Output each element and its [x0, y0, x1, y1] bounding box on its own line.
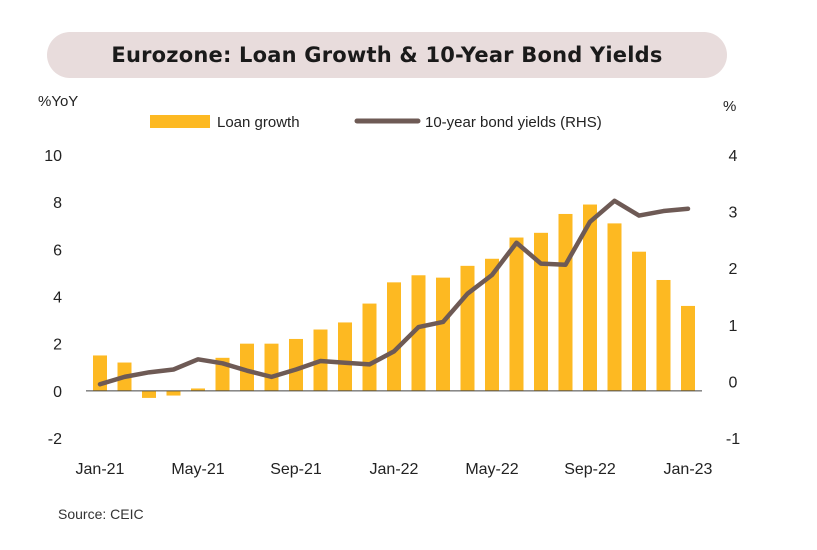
loan-growth-bar	[607, 223, 622, 391]
right-axis-tick-label: 0	[729, 374, 738, 391]
loan-growth-bar	[583, 204, 597, 391]
loan-growth-bar	[142, 390, 156, 398]
loan-growth-bar	[509, 237, 524, 391]
right-axis-unit-label: %	[723, 98, 736, 115]
right-axis-tick-label: 3	[729, 205, 738, 222]
loan-growth-bar	[338, 322, 352, 391]
left-axis-tick-label: 2	[53, 337, 62, 354]
source-note: Source: CEIC	[58, 506, 144, 522]
legend-swatch-loan-growth	[150, 115, 210, 128]
loan-growth-bar	[460, 265, 475, 391]
loan-growth-bar	[362, 303, 377, 391]
x-axis-tick-label: May-21	[171, 461, 224, 478]
left-axis-ticks: 10 8 6 4 2 0 -2	[44, 148, 62, 448]
loan-growth-bar	[558, 213, 573, 391]
x-axis-tick-label: Jan-21	[76, 461, 125, 478]
left-axis-tick-label: 8	[53, 195, 62, 212]
left-axis-tick-label: 10	[44, 148, 62, 165]
loan-growth-bar	[166, 390, 181, 396]
legend: Loan growth 10-year bond yields (RHS)	[150, 114, 602, 131]
x-axis-tick-label: May-22	[465, 461, 518, 478]
x-axis-tick-label: Jan-22	[370, 461, 419, 478]
right-axis-tick-label: 2	[729, 261, 738, 278]
chart-title: Eurozone: Loan Growth & 10-Year Bond Yie…	[111, 43, 663, 67]
loan-growth-bar	[656, 279, 671, 391]
right-axis-ticks: 4 3 2 1 0 -1	[726, 148, 740, 448]
x-axis-tick-label: Sep-22	[564, 461, 616, 478]
bond-yield-line	[97, 198, 691, 387]
legend-label-bond-yields: 10-year bond yields (RHS)	[425, 114, 602, 131]
x-axis-ticks: Jan-21 May-21 Sep-21 Jan-22 May-22 Sep-22 Jan-…	[76, 461, 713, 478]
left-axis-tick-label: 0	[53, 384, 62, 401]
left-axis-tick-label: -2	[48, 431, 62, 448]
loan-growth-bar	[632, 251, 646, 391]
loan-growth-bar	[485, 258, 499, 391]
loan-growth-bars	[93, 204, 695, 398]
right-axis-tick-label: -1	[726, 431, 740, 448]
loan-growth-bar	[436, 277, 450, 391]
loan-growth-bar	[289, 338, 303, 391]
left-axis-unit-label: %YoY	[38, 93, 78, 110]
left-axis-tick-label: 4	[53, 290, 62, 307]
loan-growth-bar	[411, 275, 426, 391]
loan-growth-bar	[681, 305, 695, 391]
loan-growth-bar	[240, 343, 254, 391]
x-axis-tick-label: Sep-21	[270, 461, 322, 478]
right-axis-tick-label: 4	[729, 148, 738, 165]
chart-title-banner: Eurozone: Loan Growth & 10-Year Bond Yie…	[47, 32, 727, 78]
right-axis-tick-label: 1	[729, 318, 738, 335]
loan-growth-bar	[387, 282, 401, 391]
loan-growth-bar	[264, 343, 279, 391]
loan-growth-bar	[191, 388, 205, 391]
x-axis-tick-label: Jan-23	[664, 461, 713, 478]
left-axis-tick-label: 6	[53, 242, 62, 259]
legend-label-loan-growth: Loan growth	[217, 114, 300, 131]
loan-growth-bar	[534, 232, 548, 391]
